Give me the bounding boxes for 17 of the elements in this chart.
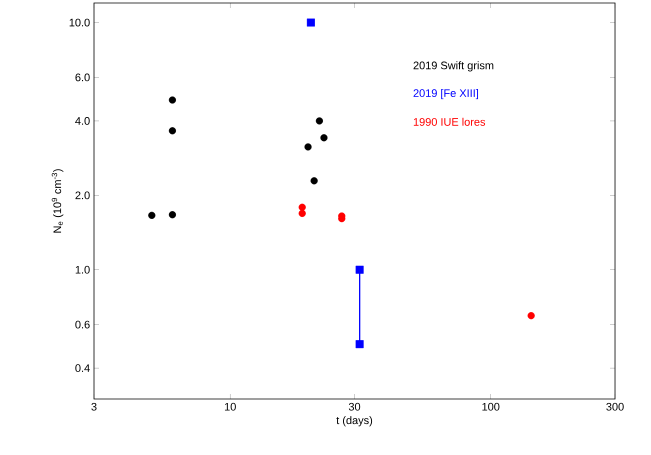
- text: 1990 IUE lores: [414, 118, 486, 126]
- x-axis-title: t (days): [336, 416, 372, 426]
- y-tick-label: 0.4: [75, 364, 90, 372]
- y-tick-label: 4.0: [75, 117, 90, 125]
- x-tick-label: 10: [224, 402, 236, 411]
- y-tick-label: 10.0: [70, 18, 90, 26]
- y-axis-title: N$_{e}$ (10$^{9}$ cm$^{-3}$): [52, 169, 64, 233]
- y-tick-label: 0.6: [75, 320, 90, 328]
- x-tick-label: 3: [91, 402, 97, 411]
- y-tick-label: 6.0: [75, 74, 90, 82]
- x-tick-label: 300: [606, 402, 624, 411]
- text: 2019 Swift grism: [414, 61, 494, 72]
- y-tick-label: 1.0: [76, 266, 90, 274]
- y-tick-label: 2.0: [75, 191, 90, 200]
- text: 2019 [Fe XIII]: [414, 88, 478, 100]
- x-tick-label: 30: [348, 402, 360, 411]
- x-tick-label: 100: [482, 402, 500, 411]
